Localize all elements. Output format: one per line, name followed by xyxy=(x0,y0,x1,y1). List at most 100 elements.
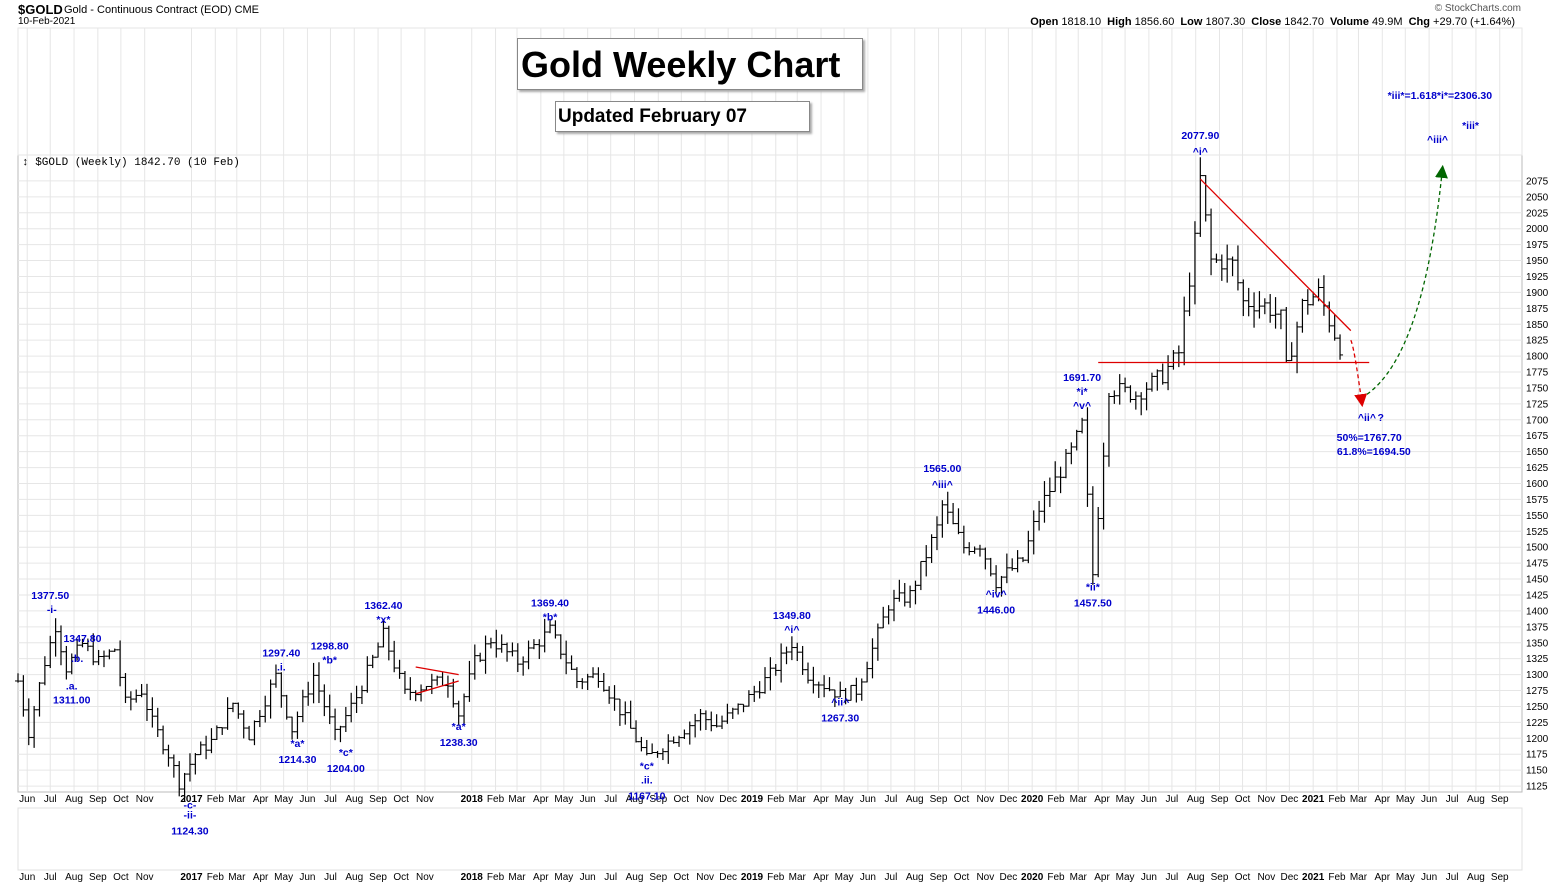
chart-title: Gold Weekly Chart xyxy=(521,44,841,85)
wave-label: 1369.40 xyxy=(531,597,569,609)
x-tick-label-lower: Apr xyxy=(813,872,829,883)
x-tick-label: May xyxy=(274,794,293,805)
x-tick-label: Aug xyxy=(626,794,644,805)
x-tick-label: Jul xyxy=(1446,794,1459,805)
wave-label: 1347.80 xyxy=(64,633,102,645)
x-tick-label: Oct xyxy=(1235,794,1251,805)
x-tick-label: Apr xyxy=(533,794,549,805)
x-tick-label-lower: 2017 xyxy=(180,872,203,883)
x-tick-label: Aug xyxy=(1467,794,1485,805)
x-tick-label: Jun xyxy=(19,794,35,805)
y-tick-label: 1275 xyxy=(1526,686,1549,697)
x-tick-label: Sep xyxy=(930,794,948,805)
x-tick-label: Jun xyxy=(299,794,315,805)
wave-label: *i* xyxy=(1077,386,1089,398)
y-tick-label: 1700 xyxy=(1526,415,1549,426)
wave-label: 2077.90 xyxy=(1181,130,1219,142)
wave-label: ^i^ xyxy=(784,624,799,636)
x-tick-label-lower: Nov xyxy=(416,872,434,883)
x-tick-label: Jul xyxy=(885,794,898,805)
x-tick-label-lower: Jul xyxy=(1166,872,1179,883)
y-tick-label: 2025 xyxy=(1526,208,1549,219)
x-tick-label: Aug xyxy=(65,794,83,805)
x-tick-label-lower: May xyxy=(554,872,573,883)
wave-label: 1297.40 xyxy=(262,647,300,659)
x-tick-label-lower: Jun xyxy=(19,872,35,883)
x-tick-label: Feb xyxy=(1047,794,1065,805)
chart-date: 10-Feb-2021 xyxy=(18,16,76,27)
brand-watermark: © StockCharts.com xyxy=(1434,3,1521,14)
instrument-name: Gold - Continuous Contract (EOD) CME xyxy=(64,4,259,16)
x-tick-label-lower: Feb xyxy=(1328,872,1346,883)
x-tick-label: Jul xyxy=(324,794,337,805)
wave-label: *b* xyxy=(543,611,559,623)
wave-label: -c- xyxy=(184,800,197,812)
x-tick-label-lower: Apr xyxy=(253,872,269,883)
x-tick-label-lower: Oct xyxy=(1235,872,1251,883)
x-tick-label: Feb xyxy=(1328,794,1346,805)
wave-label: 1214.30 xyxy=(278,754,316,766)
wave-label: ^iii^ xyxy=(932,479,953,491)
wave-label: 1377.50 xyxy=(31,590,69,602)
stat-low: Low 1807.30 xyxy=(1180,16,1246,28)
x-tick-label-lower: Aug xyxy=(65,872,83,883)
x-tick-label: Dec xyxy=(999,794,1017,805)
y-tick-label: 1500 xyxy=(1526,543,1549,554)
x-tick-label-lower: Jul xyxy=(604,872,617,883)
y-tick-label: 1250 xyxy=(1526,702,1549,713)
y-tick-label: 1675 xyxy=(1526,431,1549,442)
x-tick-label-lower: Mar xyxy=(508,872,526,883)
y-tick-label: 1925 xyxy=(1526,272,1549,283)
x-tick-label-lower: Mar xyxy=(789,872,807,883)
x-tick-label: Apr xyxy=(1094,794,1110,805)
rally-projection xyxy=(1366,164,1448,395)
x-tick-label: Aug xyxy=(906,794,924,805)
y-tick-label: 1225 xyxy=(1526,718,1549,729)
x-tick-label-lower: Jun xyxy=(580,872,596,883)
stat-value: 1842.70 xyxy=(1284,16,1325,28)
wave-label: ? xyxy=(1378,412,1384,424)
y-tick-label: 1575 xyxy=(1526,495,1549,506)
wave-label: .a. xyxy=(66,681,78,693)
upper-resistance-line xyxy=(1199,178,1352,332)
y-tick-label: 1725 xyxy=(1526,399,1549,410)
x-tick-label: May xyxy=(554,794,573,805)
y-tick-label: 1850 xyxy=(1526,320,1549,331)
wave-label: *iii* xyxy=(1462,120,1480,132)
wave-label: *a* xyxy=(452,721,467,733)
y-tick-label: 1375 xyxy=(1526,622,1549,633)
y-tick-label: 1525 xyxy=(1526,527,1549,538)
x-tick-label-lower: Jun xyxy=(299,872,315,883)
x-tick-label: Aug xyxy=(345,794,363,805)
x-tick-label-lower: Jul xyxy=(324,872,337,883)
x-tick-label-lower: May xyxy=(274,872,293,883)
x-tick-label-lower: Jun xyxy=(1421,872,1437,883)
x-tick-label-lower: Nov xyxy=(1257,872,1275,883)
x-tick-label: Sep xyxy=(1211,794,1229,805)
x-tick-label-lower: Feb xyxy=(1047,872,1065,883)
x-tick-label: Dec xyxy=(1280,794,1298,805)
chart-header: $GOLD Gold - Continuous Contract (EOD) C… xyxy=(0,0,1565,28)
y-tick-label: 1300 xyxy=(1526,670,1549,681)
wave-label: 1204.00 xyxy=(327,763,365,775)
stat-chg: Chg +29.70 (+1.64%) xyxy=(1408,16,1515,28)
x-tick-label-lower: Nov xyxy=(976,872,994,883)
wave-label: 61.8%=1694.50 xyxy=(1337,446,1411,458)
wave-label: .ii. xyxy=(641,774,653,786)
x-tick-label: Sep xyxy=(89,794,107,805)
y-tick-label: 1600 xyxy=(1526,479,1549,490)
wave-label: 1349.80 xyxy=(773,610,811,622)
x-tick-label-lower: 2020 xyxy=(1021,872,1044,883)
x-tick-label: Feb xyxy=(487,794,505,805)
x-tick-label: 2017 xyxy=(180,794,203,805)
wave-label: 1124.30 xyxy=(171,826,209,838)
x-tick-label: 2021 xyxy=(1302,794,1325,805)
wave-label: 50%=1767.70 xyxy=(1337,432,1402,444)
x-tick-label: Oct xyxy=(393,794,409,805)
y-tick-label: 1625 xyxy=(1526,463,1549,474)
y-tick-label: 1775 xyxy=(1526,368,1549,379)
x-tick-label-lower: Oct xyxy=(954,872,970,883)
x-tick-label-lower: 2021 xyxy=(1302,872,1325,883)
x-tick-label: Aug xyxy=(1187,794,1205,805)
plot-area xyxy=(17,154,1523,793)
